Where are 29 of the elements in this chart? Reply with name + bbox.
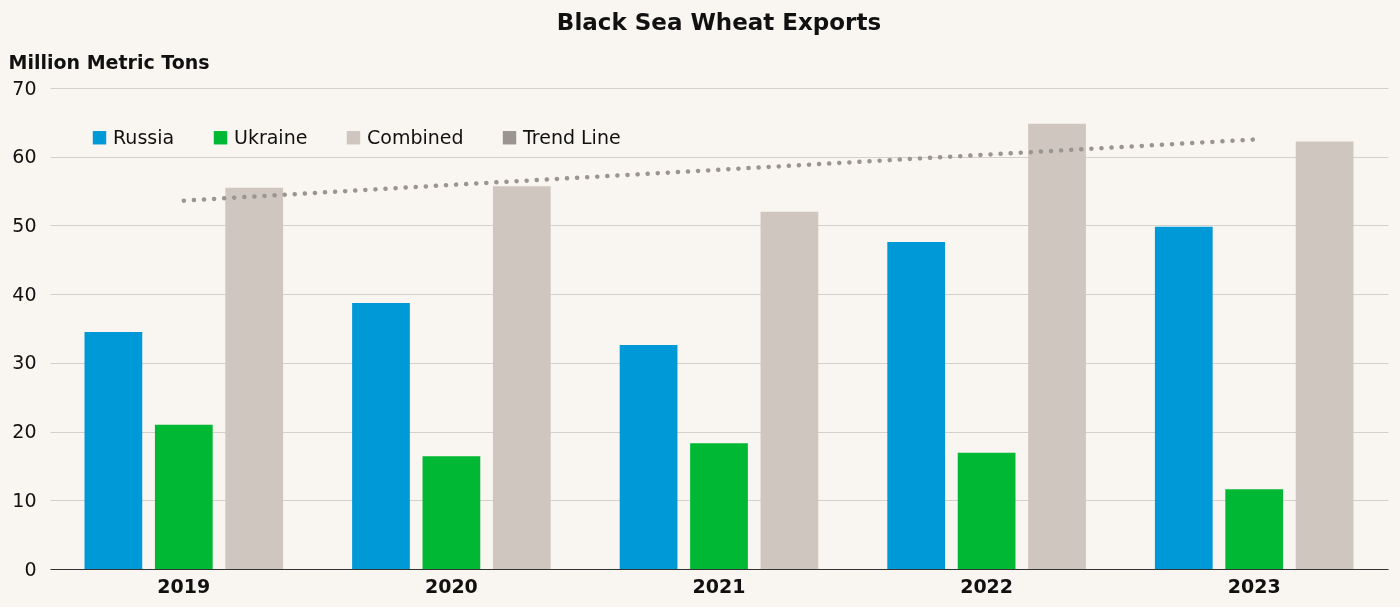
y-tick-label: 40 [12, 282, 37, 305]
x-tick-label: 2020 [424, 574, 478, 597]
chart-title: Black Sea Wheat Exports [556, 9, 882, 35]
bar [957, 452, 1016, 569]
y-tick-label: 50 [12, 213, 37, 236]
y-tick-label: 10 [12, 488, 37, 511]
y-tick-label: 60 [12, 145, 37, 168]
bar [84, 331, 143, 569]
bar [422, 456, 481, 569]
legend-label: Russia [113, 125, 175, 148]
legend-label: Trend Line [522, 125, 621, 148]
legend-label: Ukraine [234, 125, 308, 148]
legend-label: Combined [367, 125, 464, 148]
y-tick-label: 30 [12, 351, 37, 374]
x-tick-label: 2022 [960, 574, 1014, 597]
x-tick-label: 2019 [157, 574, 211, 597]
bar [1225, 489, 1284, 569]
x-tick-label: 2023 [1227, 574, 1281, 597]
y-tick-label: 0 [24, 557, 37, 580]
y-tick-label: 70 [12, 76, 37, 99]
bar [1154, 226, 1213, 569]
bar [619, 344, 678, 569]
bar [887, 241, 946, 569]
bar [690, 443, 748, 569]
y-axis-title: Million Metric Tons [8, 50, 210, 73]
y-tick-label: 20 [12, 420, 37, 443]
bar [352, 303, 410, 569]
bar [154, 424, 213, 569]
x-tick-label: 2021 [692, 574, 746, 597]
